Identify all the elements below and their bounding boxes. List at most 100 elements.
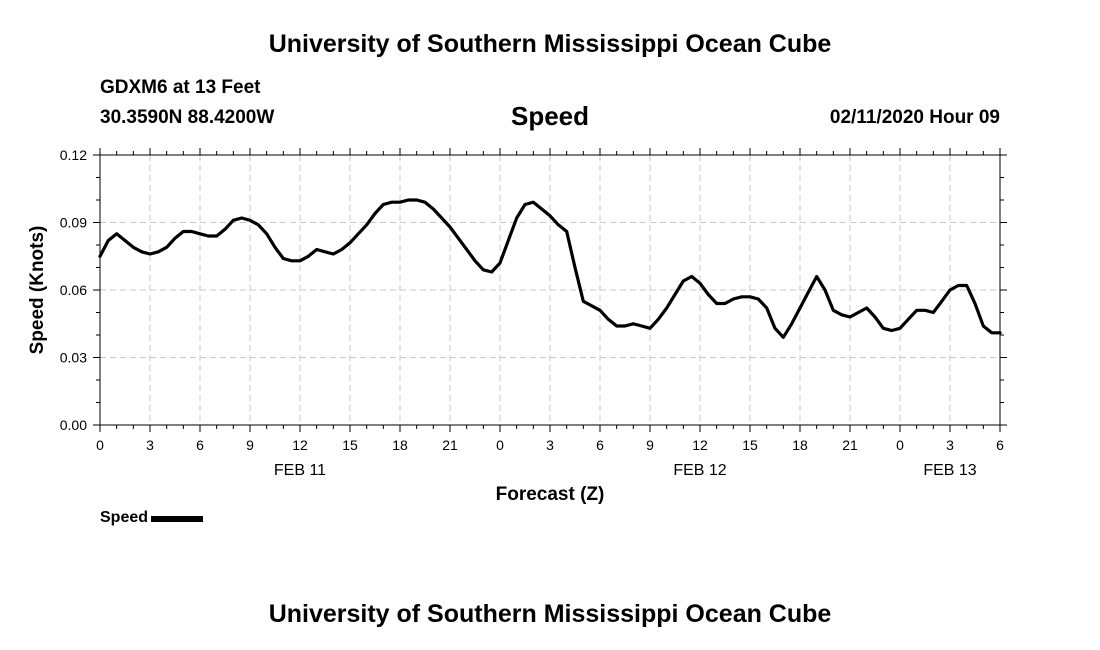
datetime-label: 02/11/2020 Hour 09 [829,107,1000,128]
data-point [232,219,235,222]
data-point [990,331,993,334]
data-point [890,329,893,332]
x-tick-label: 9 [646,437,654,453]
coordinates-label: 30.3590N 88.4200W [100,107,275,128]
data-point [782,336,785,339]
data-point [315,248,318,251]
date-label: FEB 12 [673,462,726,479]
data-point [948,288,952,292]
data-point [915,309,918,312]
data-point [490,270,493,274]
data-point [615,324,618,328]
data-point [282,257,285,260]
data-point [132,246,135,249]
data-point [573,266,577,269]
data-point [698,282,702,285]
data-point [632,322,635,325]
data-point [148,252,152,256]
data-point [448,225,452,229]
data-point [582,300,585,303]
data-point [257,223,260,226]
data-point [407,198,410,202]
ticks-layer [93,148,1007,432]
x-tick-label: 6 [996,437,1004,453]
data-point [307,255,310,258]
y-tick-label: 0.00 [60,417,87,433]
data-point [873,315,877,319]
plot-frame [99,154,1001,426]
data-point [598,309,602,312]
x-axis-label: Forecast (Z) [496,484,605,505]
y-tick-label: 0.06 [60,282,87,298]
x-tick-label: 0 [496,437,504,453]
data-point [457,237,460,240]
data-point [248,219,252,222]
data-point [357,232,360,235]
data-point [240,216,243,220]
data-point [273,246,277,249]
data-point [757,297,760,301]
data-point [348,241,352,244]
data-point [390,201,393,204]
date-label: FEB 11 [274,462,326,479]
data-point [607,318,610,321]
data-point [365,223,368,226]
x-tick-label: 18 [392,437,408,453]
data-point [498,261,502,265]
data-point [465,248,468,251]
data-point [382,203,385,206]
series-layer [98,198,1002,339]
data-point [548,214,552,217]
data-point [923,309,927,312]
data-point [648,327,652,330]
y-axis-label: Speed (Knots) [27,226,48,355]
data-point [198,232,202,235]
data-point [932,311,935,314]
data-point [982,324,985,328]
x-tick-label: 3 [146,437,154,453]
y-tick-label: 0.09 [60,215,87,231]
data-point [682,279,685,283]
data-point [565,230,568,233]
data-point [840,313,843,316]
data-point [340,248,343,251]
legend: Speed [100,509,204,527]
data-point [665,306,668,310]
data-point [157,250,160,253]
data-point [215,234,218,238]
x-tick-label: 0 [96,437,104,453]
data-point [207,234,210,238]
data-point [832,309,835,312]
data-point [123,239,127,242]
data-point [748,295,752,298]
data-point [815,275,818,278]
data-point [673,293,677,296]
data-point [898,327,902,330]
data-point [965,284,968,287]
data-point [715,302,718,305]
legend-label: Speed [100,509,149,526]
data-point [740,295,743,298]
station-label: GDXM6 at 13 Feet [100,77,261,98]
chart-footer-title: University of Southern Mississippi Ocean… [268,600,832,628]
x-tick-label: 9 [246,437,254,453]
data-point [323,250,327,253]
data-point [865,306,868,310]
labels-layer: 0 3 6 9 12 15 18 21 0 3 6 9 12 15 18 21 0 3 6 0.00 0.03 0.06 0… [60,147,1004,479]
data-point [532,201,535,204]
data-point [857,311,860,314]
x-tick-label: 3 [546,437,554,453]
chart-title: Speed [510,101,590,131]
data-point [373,212,377,215]
data-point [140,250,143,253]
data-point [798,306,802,310]
x-tick-label: 15 [742,437,758,453]
data-point [265,232,268,235]
data-point [423,201,427,204]
data-point [773,327,777,330]
data-point [115,232,118,235]
data-point [807,291,810,294]
x-tick-label: 6 [196,437,204,453]
data-point [398,201,402,204]
